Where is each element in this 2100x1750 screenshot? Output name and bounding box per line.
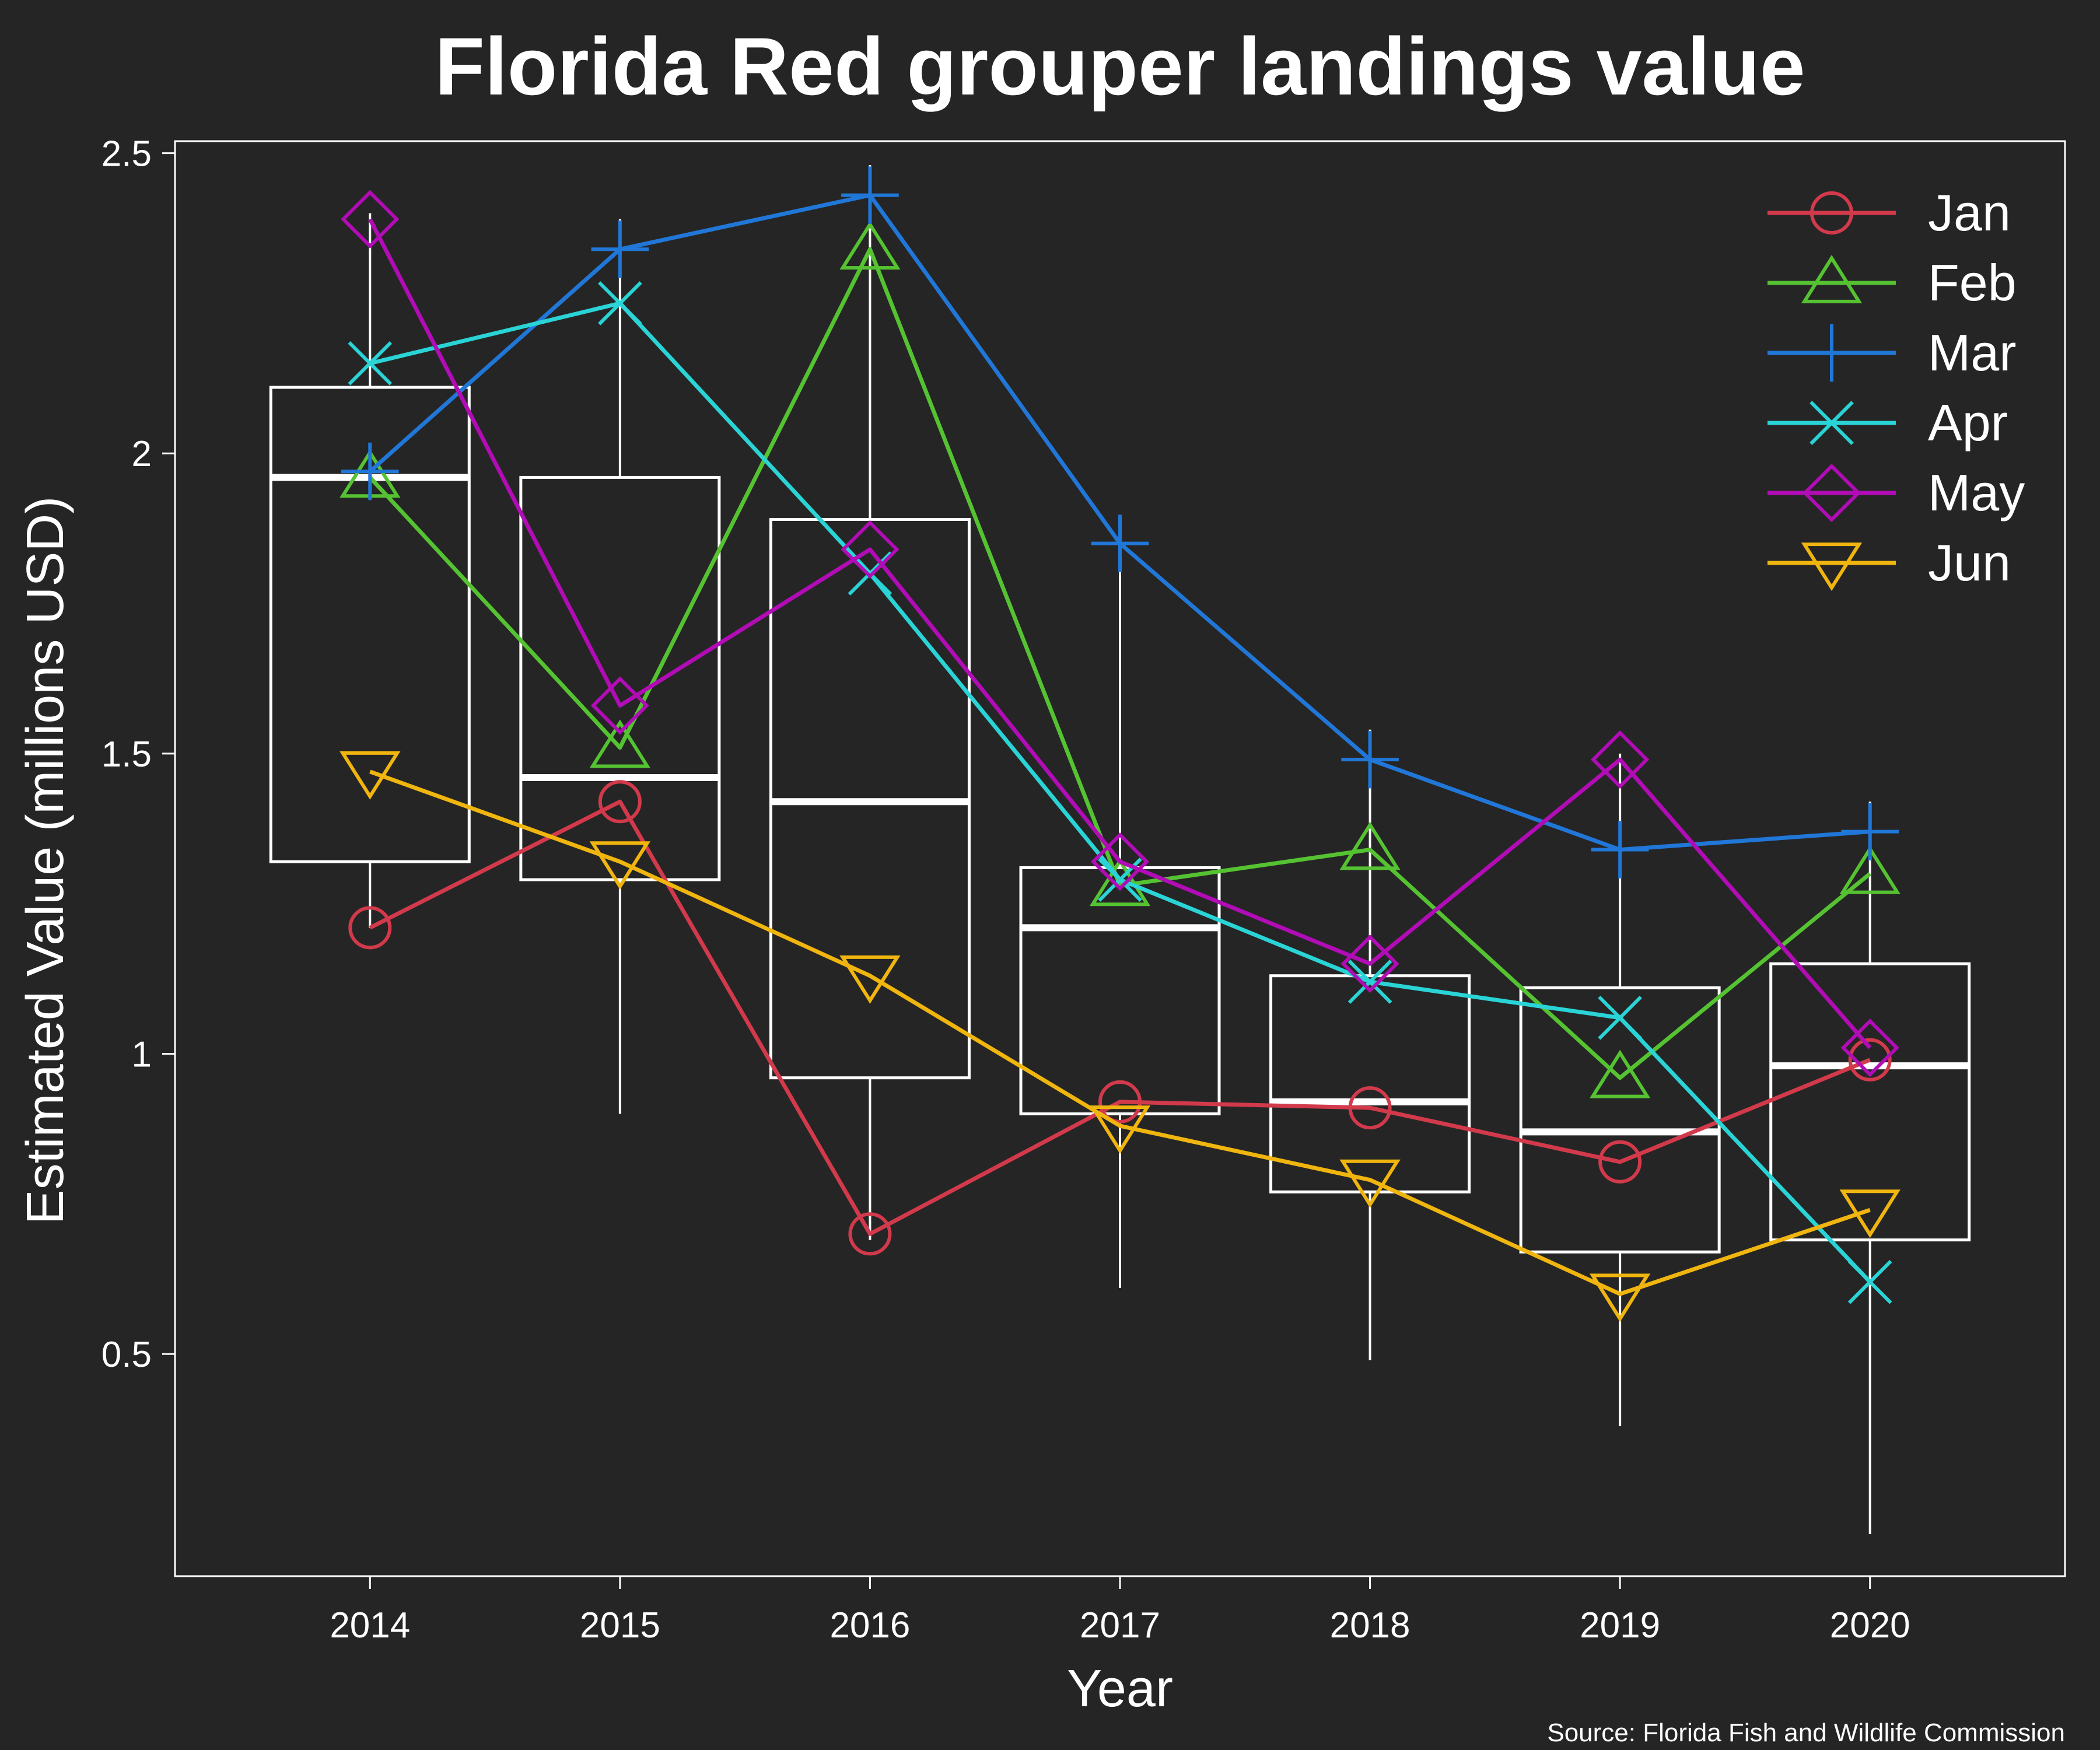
data-point-circle bbox=[1098, 1080, 1142, 1124]
legend-marker-cross bbox=[1810, 401, 1854, 445]
x-tick-label: 2018 bbox=[1330, 1605, 1410, 1646]
data-point-triangle-up bbox=[1589, 1049, 1651, 1098]
legend-label: Apr bbox=[1928, 394, 2008, 452]
data-point-triangle-up bbox=[1839, 845, 1901, 894]
data-point-triangle-up bbox=[1089, 858, 1151, 907]
series-line bbox=[368, 218, 1872, 1049]
data-point-triangle-down bbox=[1589, 1273, 1651, 1322]
data-point-diamond bbox=[590, 676, 649, 735]
data-point-circle bbox=[598, 780, 642, 824]
series-jan bbox=[348, 780, 1892, 1256]
data-point-triangle-up bbox=[1339, 821, 1401, 870]
data-point-triangle-up bbox=[589, 719, 651, 768]
y-tick-label: 1.5 bbox=[102, 734, 152, 775]
data-point-cross bbox=[1847, 1259, 1892, 1304]
legend-item-may: May bbox=[1768, 463, 2025, 523]
data-point-plus bbox=[1841, 803, 1899, 860]
series-line bbox=[369, 799, 1871, 1236]
data-point-circle bbox=[848, 1212, 892, 1256]
series-line bbox=[368, 247, 1871, 1080]
y-tick-label: 2.5 bbox=[102, 134, 152, 174]
data-point-triangle-down bbox=[1839, 1189, 1901, 1238]
data-point-triangle-up bbox=[839, 221, 901, 270]
data-point-cross bbox=[598, 281, 642, 326]
series-jun bbox=[340, 751, 1901, 1322]
legend-marker-triangle-down bbox=[1801, 542, 1863, 592]
x-tick-label: 2019 bbox=[1580, 1605, 1660, 1646]
y-tick-label: 0.5 bbox=[102, 1335, 152, 1375]
legend-marker-triangle-up bbox=[1801, 254, 1863, 303]
source-caption: Source: Florida Fish and Wildlife Commis… bbox=[1547, 1718, 2065, 1747]
data-point-triangle-down bbox=[340, 751, 401, 800]
y-tick-label: 2 bbox=[132, 434, 152, 474]
data-point-circle bbox=[1848, 1038, 1892, 1082]
data-point-plus bbox=[591, 220, 649, 278]
data-point-plus bbox=[841, 166, 899, 224]
box-iqr bbox=[1269, 974, 1471, 1194]
series-line bbox=[369, 769, 1871, 1296]
data-point-cross bbox=[348, 341, 393, 386]
series-feb bbox=[340, 221, 1901, 1098]
x-axis: 2014 2015 2016 2017 2018 2019 2020 bbox=[330, 1576, 1910, 1646]
series-layer bbox=[340, 166, 1901, 1322]
data-point-diamond bbox=[1840, 1019, 1899, 1077]
x-axis-label: Year bbox=[1067, 1660, 1173, 1718]
x-tick-label: 2020 bbox=[1830, 1605, 1910, 1646]
data-point-circle bbox=[1348, 1086, 1392, 1130]
data-point-circle bbox=[1598, 1140, 1642, 1184]
legend-item-apr: Apr bbox=[1768, 394, 2008, 452]
chart-title: Florida Red grouper landings value bbox=[435, 20, 1805, 112]
y-axis: 0.5 1 1.5 2 2.5 bbox=[102, 134, 175, 1375]
data-point-diamond bbox=[1591, 730, 1650, 789]
legend-marker-circle bbox=[1810, 191, 1853, 235]
legend-item-mar: Mar bbox=[1768, 324, 2017, 382]
x-tick-label: 2014 bbox=[330, 1605, 410, 1646]
legend-label: Feb bbox=[1928, 254, 2017, 312]
legend-marker-plus bbox=[1803, 324, 1861, 382]
data-point-cross bbox=[1598, 995, 1642, 1040]
legend: Jan Feb Mar Apr May Jun bbox=[1768, 184, 2025, 592]
series-mar bbox=[341, 166, 1899, 878]
series-may bbox=[341, 190, 1899, 1077]
y-axis-label: Estimated Value (millions USD) bbox=[16, 496, 75, 1225]
data-point-cross bbox=[1348, 960, 1392, 1004]
legend-label: Jan bbox=[1928, 184, 2011, 242]
boxplot-2015 bbox=[519, 219, 721, 1114]
legend-label: Jun bbox=[1928, 534, 2011, 592]
legend-item-jan: Jan bbox=[1768, 184, 2011, 242]
data-point-diamond bbox=[1090, 832, 1150, 891]
y-tick-label: 1 bbox=[132, 1035, 152, 1075]
data-point-triangle-down bbox=[1089, 1105, 1151, 1154]
data-point-diamond bbox=[1340, 934, 1399, 993]
data-point-triangle-down bbox=[1339, 1159, 1401, 1208]
legend-marker-diamond bbox=[1802, 463, 1861, 523]
legend-label: Mar bbox=[1928, 324, 2017, 382]
box-iqr bbox=[1019, 866, 1221, 1115]
box-iqr bbox=[269, 386, 471, 863]
data-point-triangle-down bbox=[589, 841, 651, 890]
x-tick-label: 2016 bbox=[830, 1605, 910, 1646]
data-point-diamond bbox=[841, 520, 900, 579]
legend-item-feb: Feb bbox=[1768, 254, 2017, 312]
data-point-plus bbox=[341, 442, 399, 501]
data-point-circle bbox=[348, 906, 392, 950]
legend-item-jun: Jun bbox=[1768, 534, 2011, 592]
x-tick-label: 2017 bbox=[1080, 1605, 1160, 1646]
data-point-plus bbox=[1091, 514, 1149, 572]
box-iqr bbox=[519, 475, 721, 881]
boxplot-2017 bbox=[1019, 525, 1221, 1288]
data-point-plus bbox=[1341, 730, 1399, 789]
data-point-plus bbox=[1591, 821, 1649, 878]
legend-label: May bbox=[1928, 464, 2025, 522]
x-tick-label: 2015 bbox=[580, 1605, 660, 1646]
data-point-diamond bbox=[341, 190, 400, 249]
data-point-triangle-down bbox=[839, 955, 901, 1004]
